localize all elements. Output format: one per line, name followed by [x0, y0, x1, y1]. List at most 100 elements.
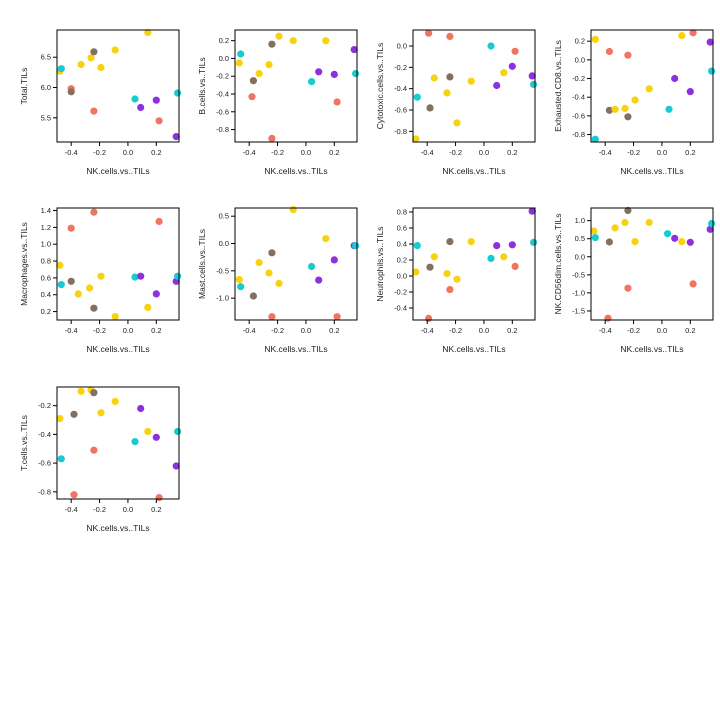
data-point: [530, 80, 538, 88]
y-tick-label: -0.2: [38, 401, 51, 410]
data-point: [315, 68, 323, 76]
data-point: [708, 67, 716, 75]
data-point: [275, 279, 283, 287]
y-tick-label: 0.6: [41, 273, 51, 282]
data-point: [137, 404, 145, 413]
x-axis-label: NK.cells.vs..TILs: [264, 344, 327, 354]
data-point: [350, 46, 358, 54]
y-axis-label: Cytotoxic.cells.vs..TILs: [375, 43, 385, 129]
y-axis-label: Exhausted.CD8.vs..TILs: [553, 40, 563, 132]
data-point: [487, 42, 495, 50]
y-tick-label: -1.0: [216, 294, 229, 303]
data-point: [137, 103, 145, 112]
y-tick-label: 6.0: [41, 83, 51, 92]
data-point: [530, 238, 538, 246]
data-point: [248, 93, 256, 101]
data-point: [706, 38, 714, 46]
data-point: [255, 70, 263, 78]
y-axis-label: NK.CD56dim.cells.vs..TILs: [553, 213, 563, 314]
data-point: [426, 104, 434, 112]
y-tick-label: -0.4: [216, 90, 229, 99]
data-point: [689, 280, 697, 288]
data-point: [511, 47, 519, 55]
data-point: [591, 135, 599, 143]
data-point: [590, 227, 598, 235]
data-point: [508, 62, 516, 70]
x-tick-label: -0.2: [627, 326, 640, 335]
x-tick-label: 0.2: [329, 148, 339, 157]
point-group: [591, 29, 716, 143]
y-tick-label: 0.4: [41, 290, 51, 299]
data-point: [446, 238, 454, 246]
data-point: [413, 93, 421, 101]
x-tick-label: 0.2: [151, 326, 161, 335]
data-point: [144, 303, 152, 311]
y-tick-label: -0.6: [216, 107, 229, 116]
x-tick-label: 0.2: [507, 326, 517, 335]
data-point: [322, 37, 330, 45]
data-point: [412, 268, 420, 276]
data-point: [131, 95, 139, 103]
data-point: [511, 262, 519, 270]
data-point: [174, 427, 182, 436]
data-point: [268, 134, 276, 142]
x-tick-label: -0.2: [93, 148, 106, 157]
data-point: [708, 219, 716, 228]
y-tick-label: -0.2: [394, 63, 407, 72]
data-point: [152, 290, 160, 298]
scatter-panel: -0.4 -0.2 0.0 0.2 -0.8 -0.6 -0.4 -0.2 NK.cells.v…: [19, 386, 182, 533]
data-point: [591, 35, 599, 43]
data-point: [528, 207, 536, 215]
data-point: [265, 61, 273, 69]
plot-frame: [56, 29, 180, 143]
x-tick-label: -0.4: [65, 326, 78, 335]
x-tick-label: 0.2: [507, 148, 517, 157]
y-tick-label: -0.5: [216, 266, 229, 275]
data-point: [706, 225, 714, 233]
data-point: [77, 60, 85, 69]
data-point: [446, 32, 454, 41]
y-tick-label: 0.5: [219, 212, 229, 221]
data-point: [174, 272, 182, 280]
x-axis-label: NK.cells.vs..TILs: [620, 344, 683, 354]
x-tick-label: 0.2: [685, 148, 695, 157]
y-tick-label: 0.2: [41, 307, 51, 316]
data-point: [686, 88, 694, 96]
x-tick-label: -0.4: [421, 148, 434, 157]
y-axis-label: Total.TILs: [19, 68, 29, 105]
y-tick-label: -0.8: [572, 130, 585, 139]
data-point: [645, 218, 653, 227]
data-point: [671, 74, 679, 83]
data-point: [131, 438, 139, 446]
x-tick-label: -0.4: [65, 505, 78, 514]
data-point: [330, 70, 338, 78]
data-point: [265, 269, 273, 277]
data-point: [90, 446, 98, 454]
data-point: [671, 234, 679, 242]
data-point: [413, 242, 421, 250]
x-tick-label: 0.0: [123, 148, 133, 157]
data-point: [493, 242, 501, 250]
y-tick-label: 1.0: [41, 240, 51, 249]
x-tick-label: -0.4: [599, 326, 612, 335]
data-point: [467, 238, 475, 246]
x-tick-label: 0.0: [479, 148, 489, 157]
y-tick-label: 5.5: [41, 113, 51, 122]
data-point: [412, 135, 420, 143]
plot-frame: [56, 386, 180, 500]
data-point: [605, 47, 614, 56]
y-tick-label: 0.0: [397, 42, 407, 51]
scatter-panel: -0.4 -0.2 0.0 0.2 -0.8 -0.6 -0.4 -0.2 0.0 NK.cell…: [375, 29, 538, 176]
y-tick-label: 0.8: [397, 208, 407, 217]
data-point: [174, 89, 182, 97]
data-point: [330, 256, 338, 264]
data-point: [131, 273, 139, 281]
data-point: [90, 208, 98, 216]
data-point: [237, 50, 245, 58]
data-point: [67, 277, 75, 285]
scatter-panel: -0.4 -0.2 0.0 0.2 -1.0 -0.5 0.0 0.5 NK.cells.vs.…: [197, 206, 360, 354]
plot-frame: [56, 207, 180, 321]
data-point: [487, 254, 495, 262]
y-axis-label: T.cells.vs..TILs: [19, 415, 29, 471]
